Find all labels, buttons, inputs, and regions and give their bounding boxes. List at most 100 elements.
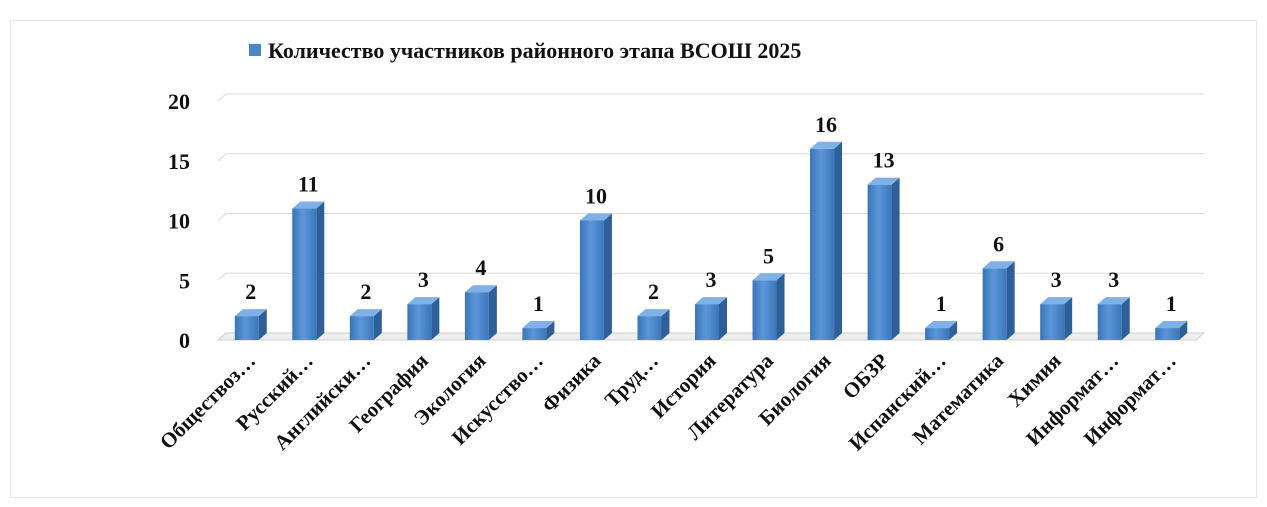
bar-top xyxy=(695,297,727,305)
data-label: 6 xyxy=(993,231,1004,256)
bar-top xyxy=(752,273,785,281)
data-label: 1 xyxy=(533,291,544,316)
bar-side xyxy=(1121,297,1130,340)
data-label: 13 xyxy=(873,148,895,173)
bar-front xyxy=(522,328,547,340)
bar xyxy=(464,285,497,340)
bar-front xyxy=(867,184,892,340)
bar xyxy=(867,177,900,340)
data-label: 3 xyxy=(1051,267,1062,292)
data-label: 10 xyxy=(585,184,607,209)
data-label: 3 xyxy=(706,267,717,292)
y-tick-label: 15 xyxy=(168,149,190,174)
y-axis: 0 5 10 15 20 xyxy=(168,89,190,353)
bar-top xyxy=(867,177,900,185)
bar-front xyxy=(982,268,1007,340)
bar xyxy=(1097,297,1130,340)
bar xyxy=(349,309,382,340)
bar-top xyxy=(810,141,843,149)
bar xyxy=(1040,297,1073,340)
bar-side xyxy=(776,273,785,340)
x-tick-label: Физика xyxy=(537,348,606,417)
bar-front xyxy=(752,280,777,340)
bar-front xyxy=(579,220,604,340)
gridline-depth xyxy=(217,213,227,221)
bars xyxy=(234,141,1188,340)
bar-front xyxy=(234,316,259,340)
bar-front xyxy=(1155,328,1180,340)
y-tick-label: 0 xyxy=(179,328,190,353)
bar-top xyxy=(464,285,497,293)
y-tick-label: 20 xyxy=(168,89,190,114)
bar-side xyxy=(661,309,670,340)
bar-top xyxy=(522,321,555,329)
y-tick-label: 10 xyxy=(168,209,190,234)
data-label: 16 xyxy=(815,112,837,137)
x-tick-label: Обществоз… xyxy=(155,349,260,454)
data-label: 1 xyxy=(1166,291,1177,316)
bar-side xyxy=(834,141,843,340)
bar xyxy=(695,297,727,340)
data-label: 4 xyxy=(475,255,486,280)
bar-front xyxy=(637,316,662,340)
x-axis: Обществоз…Русский…Английски…ГеографияЭко… xyxy=(155,348,1181,455)
bar xyxy=(292,201,325,340)
gridline-depth xyxy=(217,93,227,102)
data-label: 2 xyxy=(360,279,371,304)
bar-side xyxy=(431,297,440,340)
bar-side xyxy=(719,297,727,340)
bar-top xyxy=(234,309,267,317)
x-tick-label: ОБЗР xyxy=(838,348,893,403)
bar-top xyxy=(1155,321,1188,329)
data-label: 1 xyxy=(936,291,947,316)
bar xyxy=(982,261,1015,340)
legend: Количество участников районного этапа ВС… xyxy=(249,38,801,63)
bar-top xyxy=(349,309,382,317)
bar-top xyxy=(637,309,670,317)
bar-top xyxy=(407,297,440,305)
chart-frame xyxy=(10,20,1257,498)
bar-side xyxy=(949,321,958,340)
data-label: 11 xyxy=(298,172,319,197)
bar-side xyxy=(316,201,325,340)
bar-top xyxy=(1097,297,1130,305)
bar-side xyxy=(488,285,497,340)
bar-front xyxy=(1097,304,1122,340)
bar-front xyxy=(695,304,719,340)
legend-swatch xyxy=(249,44,261,56)
bar-side xyxy=(258,309,267,340)
bar xyxy=(810,141,843,340)
bar-front xyxy=(292,208,317,340)
bar-side xyxy=(891,177,900,340)
bar xyxy=(1155,321,1188,340)
bar-top xyxy=(1040,297,1073,305)
data-label: 2 xyxy=(245,279,256,304)
bar-front xyxy=(810,148,835,340)
bar-front xyxy=(349,316,374,340)
data-label: 5 xyxy=(763,243,774,268)
bar-side xyxy=(373,309,382,340)
bar xyxy=(579,213,612,340)
bar-top xyxy=(579,213,612,221)
bar xyxy=(752,273,785,340)
legend-label: Количество участников районного этапа ВС… xyxy=(268,38,801,63)
bar xyxy=(637,309,670,340)
bar-front xyxy=(1040,304,1065,340)
bar-front xyxy=(464,292,489,340)
data-label: 3 xyxy=(1108,267,1119,292)
data-label: 2 xyxy=(648,279,659,304)
data-label: 3 xyxy=(418,267,429,292)
bar xyxy=(522,321,555,340)
bar-side xyxy=(1179,321,1188,340)
bar xyxy=(407,297,440,340)
bar-top xyxy=(292,201,325,209)
bar-top xyxy=(925,321,958,329)
bar-front xyxy=(925,328,950,340)
bar xyxy=(234,309,267,340)
bar-side xyxy=(1006,261,1015,340)
gridline-depth xyxy=(217,153,227,162)
bar xyxy=(925,321,958,340)
gridline-depth xyxy=(217,272,227,281)
